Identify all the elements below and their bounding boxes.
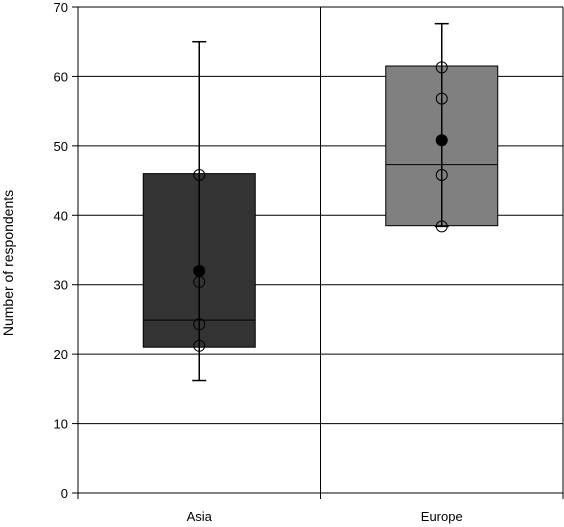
data-point-asia-3 (193, 169, 206, 182)
data-point-europe-0 (435, 220, 448, 233)
boxes (142, 22, 499, 382)
mean-marker-asia (193, 264, 206, 277)
data-point-europe-3 (435, 61, 448, 74)
box-europe (385, 22, 499, 233)
y-tick-label-30: 30 (54, 278, 68, 293)
x-tick-label-europe: Europe (421, 509, 463, 524)
data-point-europe-2 (435, 92, 448, 105)
data-point-asia-1 (193, 318, 206, 331)
x-axis-ticks: Asia Europe (77, 493, 564, 524)
data-point-asia-0 (193, 339, 206, 352)
y-tick-label-60: 60 (54, 69, 68, 84)
data-point-europe-1 (435, 169, 448, 182)
y-axis-label: Number of respondents (0, 190, 16, 336)
y-tick-label-10: 10 (54, 417, 68, 432)
x-tick-label-asia: Asia (187, 509, 213, 524)
y-tick-label-0: 0 (61, 486, 68, 501)
mean-marker-europe (435, 134, 448, 147)
y-tick-label-40: 40 (54, 208, 68, 223)
box-asia (142, 40, 256, 382)
y-tick-label-50: 50 (54, 139, 68, 154)
y-tick-label-20: 20 (54, 347, 68, 362)
y-axis-ticks: 0 10 20 30 40 50 60 70 (54, 0, 78, 501)
y-tick-label-70: 70 (54, 0, 68, 15)
